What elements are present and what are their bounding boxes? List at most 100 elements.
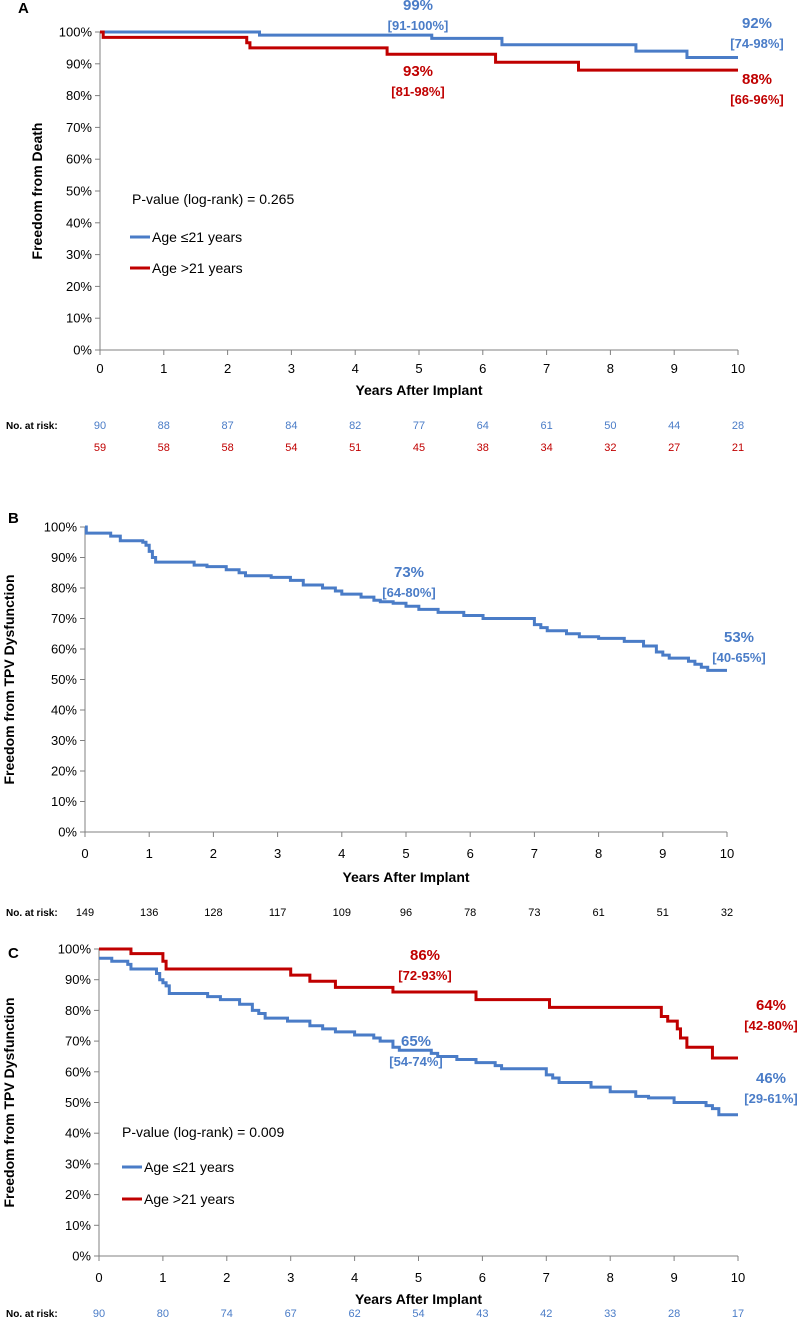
risk-count: 17 — [732, 1308, 744, 1320]
y-tick-label: 10% — [51, 794, 77, 809]
y-tick-label: 60% — [51, 642, 77, 657]
estimate-ci: [72-93%] — [398, 968, 451, 983]
y-tick-label: 100% — [58, 942, 92, 957]
x-axis-title: Years After Implant — [342, 869, 469, 885]
x-axis-title: Years After Implant — [355, 382, 482, 398]
estimate-ci: [40-65%] — [712, 650, 765, 665]
risk-count: 33 — [604, 1308, 616, 1320]
estimate-ci: [54-74%] — [389, 1054, 442, 1069]
y-tick-label: 20% — [51, 764, 77, 779]
risk-count: 73 — [528, 907, 540, 919]
y-tick-label: 50% — [65, 1095, 91, 1110]
x-axis-title: Years After Implant — [355, 1291, 482, 1307]
x-tick-label: 1 — [160, 361, 167, 376]
y-tick-label: 60% — [66, 152, 92, 167]
x-tick-label: 1 — [146, 846, 153, 861]
risk-table-label: No. at risk: — [6, 908, 58, 919]
risk-count: 51 — [657, 907, 669, 919]
risk-count: 136 — [140, 907, 158, 919]
y-tick-label: 80% — [65, 1003, 91, 1018]
x-tick-label: 10 — [731, 361, 745, 376]
x-tick-label: 9 — [659, 846, 666, 861]
risk-count: 128 — [204, 907, 222, 919]
risk-count: 34 — [540, 442, 552, 454]
estimate-ci: [91-100%] — [388, 18, 449, 33]
survival-curve-age-over-21 — [100, 30, 738, 72]
y-tick-label: 50% — [66, 184, 92, 199]
x-tick-label: 7 — [543, 1270, 550, 1285]
x-tick-label: 4 — [352, 361, 359, 376]
x-tick-label: 9 — [670, 1270, 677, 1285]
risk-count: 27 — [668, 442, 680, 454]
x-tick-label: 5 — [415, 361, 422, 376]
y-tick-label: 90% — [65, 972, 91, 987]
risk-count: 64 — [477, 420, 489, 432]
risk-count: 58 — [221, 442, 233, 454]
x-tick-label: 8 — [595, 846, 602, 861]
risk-count: 54 — [285, 442, 297, 454]
y-tick-label: 60% — [65, 1064, 91, 1079]
risk-count: 28 — [668, 1308, 680, 1320]
x-tick-label: 3 — [287, 1270, 294, 1285]
x-tick-label: 9 — [671, 361, 678, 376]
y-tick-label: 80% — [66, 88, 92, 103]
x-tick-label: 6 — [479, 361, 486, 376]
x-tick-label: 7 — [543, 361, 550, 376]
risk-count: 32 — [604, 442, 616, 454]
risk-count: 51 — [349, 442, 361, 454]
estimate-ci: [66-96%] — [730, 92, 783, 107]
estimate-percent: 86% — [410, 947, 440, 964]
y-tick-label: 0% — [72, 1249, 91, 1264]
y-tick-label: 10% — [66, 311, 92, 326]
risk-count: 62 — [348, 1308, 360, 1320]
p-value-text: P-value (log-rank) = 0.265 — [132, 191, 294, 207]
x-tick-label: 10 — [731, 1270, 745, 1285]
x-tick-label: 10 — [720, 846, 734, 861]
risk-count: 38 — [477, 442, 489, 454]
risk-count: 149 — [76, 907, 94, 919]
risk-table-label: No. at risk: — [6, 421, 58, 432]
y-tick-label: 30% — [51, 733, 77, 748]
x-tick-label: 2 — [210, 846, 217, 861]
risk-count: 109 — [333, 907, 351, 919]
x-tick-label: 4 — [338, 846, 345, 861]
risk-count: 54 — [412, 1308, 424, 1320]
risk-count: 59 — [94, 442, 106, 454]
x-tick-label: 6 — [479, 1270, 486, 1285]
x-tick-label: 8 — [607, 1270, 614, 1285]
legend-label: Age ≤21 years — [144, 1159, 234, 1175]
y-tick-label: 50% — [51, 672, 77, 687]
risk-count: 77 — [413, 420, 425, 432]
risk-count: 67 — [285, 1308, 297, 1320]
risk-count: 80 — [157, 1308, 169, 1320]
risk-table-label: No. at risk: — [6, 1309, 58, 1320]
y-axis-title: Freedom from TPV Dysfunction — [1, 997, 17, 1207]
estimate-percent: 53% — [724, 629, 754, 646]
risk-count: 96 — [400, 907, 412, 919]
risk-count: 50 — [604, 420, 616, 432]
risk-count: 58 — [158, 442, 170, 454]
y-tick-label: 30% — [65, 1156, 91, 1171]
panel-a: A0%10%20%30%40%50%60%70%80%90%100%0 1 2 3 4 5… — [6, 0, 784, 454]
estimate-percent: 93% — [403, 63, 433, 80]
y-tick-label: 70% — [65, 1034, 91, 1049]
x-tick-label: 5 — [415, 1270, 422, 1285]
y-tick-label: 20% — [65, 1187, 91, 1202]
p-value-text: P-value (log-rank) = 0.009 — [122, 1124, 284, 1140]
x-tick-label: 3 — [288, 361, 295, 376]
y-tick-label: 70% — [51, 611, 77, 626]
survival-curve-age-21-or-under — [99, 956, 738, 1117]
x-tick-label: 2 — [224, 361, 231, 376]
estimate-percent: 65% — [401, 1033, 431, 1050]
risk-count: 21 — [732, 442, 744, 454]
x-tick-label: 0 — [95, 1270, 102, 1285]
x-tick-label: 6 — [467, 846, 474, 861]
x-tick-label: 0 — [96, 361, 103, 376]
estimate-percent: 46% — [756, 1070, 786, 1087]
y-tick-label: 80% — [51, 581, 77, 596]
estimate-ci: [42-80%] — [744, 1018, 797, 1033]
y-tick-label: 40% — [65, 1126, 91, 1141]
survival-curve-age-over-21 — [99, 947, 738, 1060]
y-tick-label: 100% — [44, 520, 78, 535]
y-tick-label: 40% — [51, 703, 77, 718]
